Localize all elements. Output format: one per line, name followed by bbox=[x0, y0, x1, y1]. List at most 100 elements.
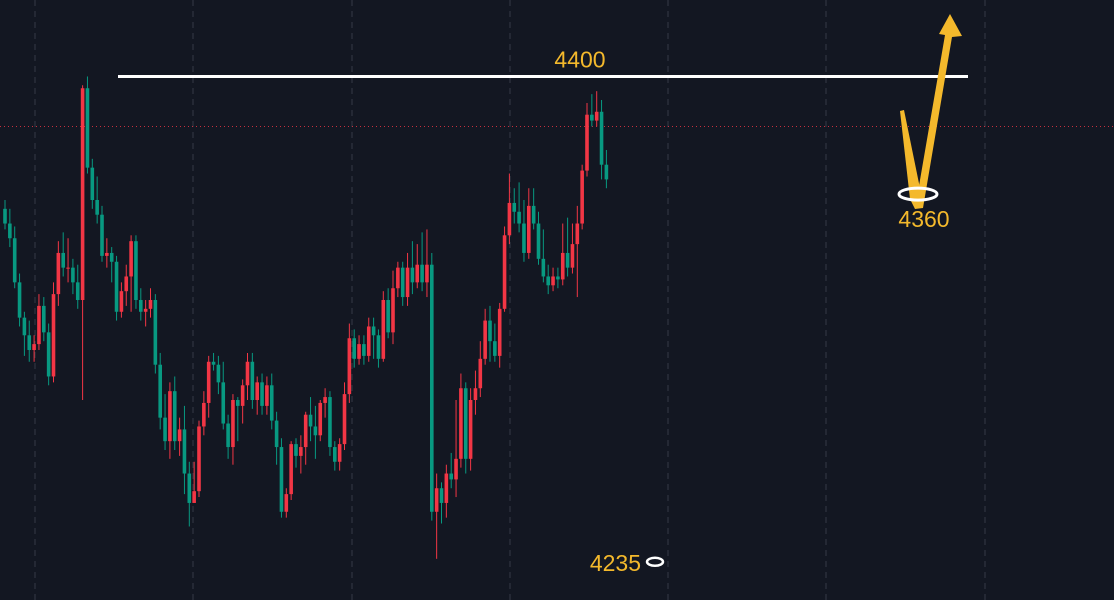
candle bbox=[250, 352, 255, 409]
candle-body bbox=[211, 361, 216, 365]
candle-body bbox=[177, 429, 182, 442]
candle bbox=[420, 232, 424, 292]
candle bbox=[463, 382, 468, 474]
candle bbox=[323, 388, 327, 418]
candle-body bbox=[255, 382, 259, 400]
candle-body bbox=[105, 252, 109, 256]
candle-body bbox=[100, 214, 104, 256]
candle-body bbox=[507, 202, 512, 236]
candle bbox=[560, 223, 565, 286]
candle bbox=[177, 417, 182, 456]
candle bbox=[347, 323, 352, 403]
candle-body bbox=[226, 423, 230, 448]
candle bbox=[56, 241, 61, 306]
candle bbox=[473, 370, 478, 415]
candle-body bbox=[206, 361, 211, 403]
candle-body bbox=[357, 344, 361, 359]
candle-body bbox=[371, 326, 376, 336]
candle bbox=[260, 373, 264, 415]
candle bbox=[342, 382, 347, 450]
candle bbox=[444, 464, 449, 518]
candle-body bbox=[202, 402, 206, 427]
candle bbox=[211, 352, 216, 371]
low-label: 4235 bbox=[590, 550, 641, 576]
candle bbox=[42, 297, 46, 342]
candle bbox=[172, 376, 177, 450]
candle-body bbox=[95, 200, 99, 215]
candle bbox=[134, 235, 138, 309]
candle-body bbox=[570, 244, 575, 268]
candle bbox=[124, 264, 129, 306]
candle-body bbox=[473, 388, 478, 400]
candle-body bbox=[333, 447, 337, 462]
candle-body bbox=[352, 338, 356, 359]
candle-body bbox=[546, 276, 550, 286]
candle bbox=[265, 376, 269, 415]
candle bbox=[410, 241, 415, 295]
candle bbox=[80, 85, 85, 400]
candle bbox=[425, 229, 429, 298]
target-marker bbox=[897, 186, 939, 202]
candle-body bbox=[502, 235, 507, 309]
candle bbox=[376, 329, 381, 368]
candle bbox=[269, 373, 274, 430]
candle-body bbox=[274, 420, 279, 448]
candle-body bbox=[551, 276, 555, 286]
candle-body bbox=[478, 358, 483, 389]
candle bbox=[148, 288, 153, 318]
up-leg-arrow bbox=[915, 14, 962, 209]
candle-body bbox=[148, 300, 153, 309]
candle-body bbox=[221, 382, 226, 424]
candle bbox=[439, 482, 444, 524]
candle-body bbox=[197, 426, 201, 492]
candle bbox=[585, 102, 589, 177]
candle-body bbox=[328, 397, 332, 448]
candle bbox=[507, 173, 512, 245]
candle bbox=[206, 355, 211, 418]
candle-body bbox=[56, 252, 61, 295]
candle-body bbox=[468, 400, 473, 459]
candle-body bbox=[391, 288, 395, 333]
candle bbox=[274, 411, 279, 465]
candle bbox=[536, 211, 541, 265]
candle bbox=[599, 100, 604, 180]
candle-body bbox=[27, 335, 32, 350]
candle-body bbox=[590, 114, 594, 121]
candle bbox=[604, 150, 609, 189]
candles bbox=[3, 76, 609, 559]
candle-body bbox=[439, 488, 444, 503]
candle bbox=[400, 261, 405, 306]
candle-body bbox=[362, 344, 366, 356]
candle bbox=[308, 397, 313, 442]
candle-body bbox=[284, 494, 289, 512]
candle bbox=[153, 294, 158, 374]
candle-body bbox=[245, 361, 250, 386]
candle bbox=[216, 355, 221, 395]
candle-body bbox=[289, 444, 293, 495]
candle bbox=[478, 341, 483, 398]
candle-body bbox=[17, 282, 22, 318]
candle-body bbox=[71, 267, 75, 283]
candle-body bbox=[114, 261, 119, 312]
candle-body bbox=[454, 458, 458, 480]
candle bbox=[449, 452, 453, 489]
candle bbox=[488, 305, 492, 362]
candle-body bbox=[337, 444, 342, 462]
candle bbox=[517, 182, 521, 233]
candle bbox=[95, 176, 99, 224]
candle bbox=[381, 291, 386, 362]
candle-body bbox=[187, 473, 192, 503]
candle-body bbox=[512, 202, 517, 212]
candle bbox=[284, 488, 289, 518]
candle bbox=[580, 164, 584, 230]
candle bbox=[362, 335, 366, 365]
candle-body bbox=[231, 400, 235, 448]
candle bbox=[512, 188, 517, 224]
candle-body bbox=[580, 170, 584, 224]
candle-body bbox=[3, 208, 7, 224]
candle bbox=[143, 300, 148, 327]
candle bbox=[158, 352, 162, 430]
candle bbox=[105, 238, 109, 268]
candle bbox=[328, 391, 332, 456]
